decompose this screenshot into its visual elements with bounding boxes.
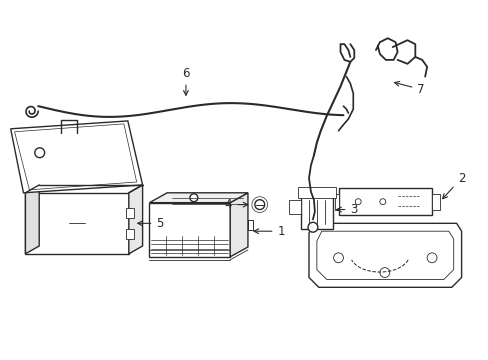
Circle shape [35, 148, 44, 158]
Polygon shape [25, 193, 128, 254]
Text: 5: 5 [138, 217, 163, 230]
Text: 1: 1 [253, 225, 285, 238]
Polygon shape [128, 185, 142, 254]
Text: 6: 6 [182, 67, 189, 95]
Polygon shape [298, 187, 335, 198]
Polygon shape [334, 194, 338, 210]
Text: 4: 4 [224, 198, 247, 211]
Text: 2: 2 [442, 171, 465, 199]
Circle shape [379, 267, 389, 278]
Circle shape [254, 200, 264, 210]
Polygon shape [301, 195, 332, 229]
Polygon shape [230, 193, 247, 257]
Polygon shape [289, 200, 301, 215]
Polygon shape [308, 223, 461, 287]
Polygon shape [25, 185, 39, 254]
Circle shape [189, 194, 198, 202]
Polygon shape [149, 203, 230, 257]
Polygon shape [11, 121, 142, 193]
Polygon shape [15, 124, 137, 190]
Text: 7: 7 [394, 81, 424, 96]
Polygon shape [125, 229, 133, 239]
Polygon shape [125, 208, 133, 218]
Polygon shape [247, 220, 252, 230]
Polygon shape [316, 231, 453, 279]
Circle shape [355, 199, 361, 204]
Circle shape [307, 222, 317, 232]
Polygon shape [338, 188, 431, 215]
Text: 3: 3 [336, 203, 357, 216]
Circle shape [333, 253, 343, 263]
Polygon shape [149, 193, 247, 203]
Polygon shape [431, 194, 439, 210]
Circle shape [379, 199, 385, 204]
Circle shape [426, 253, 436, 263]
